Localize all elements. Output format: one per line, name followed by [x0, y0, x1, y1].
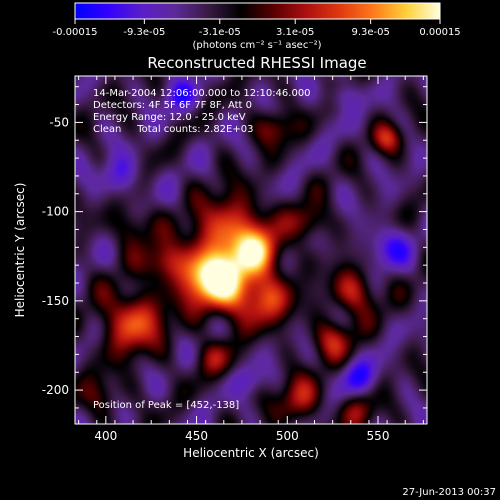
colorbar-tick-label: 3.1e-05: [276, 27, 314, 38]
colorbar-tick-label: 0.00015: [419, 27, 460, 38]
colorbar-tick-label: -3.1e-05: [199, 27, 241, 38]
x-tick-label: 400: [94, 429, 117, 443]
axis-ticks: 400 450 500 550 -50 -100 -150 -200: [42, 76, 427, 443]
annotation-clean: Clean Total counts: 2.82E+03: [93, 124, 253, 135]
y-tick-label: -100: [42, 205, 69, 219]
y-axis-label: Heliocentric Y (arcsec): [13, 183, 27, 318]
plot-frame: [74, 75, 428, 425]
colorbar-tick-label: -0.00015: [53, 27, 98, 38]
chart-title: Reconstructed RHESSI Image: [147, 54, 366, 72]
annotation-detectors: Detectors: 4F 5F 6F 7F 8F, Att 0: [93, 100, 252, 111]
x-tick-label: 550: [367, 429, 390, 443]
annotation-energy: Energy Range: 12.0 - 25.0 keV: [93, 112, 246, 123]
annotation-time: 14-Mar-2004 12:06:00.000 to 12:10:46.000: [93, 88, 311, 99]
colorbar-tick-label: 9.3e-05: [351, 27, 389, 38]
x-axis-label: Heliocentric X (arcsec): [183, 446, 319, 460]
colorbar: [74, 2, 441, 20]
y-tick-label: -150: [42, 294, 69, 308]
colorbar-tick-label: -9.3e-05: [123, 27, 165, 38]
heatmap-image: [75, 76, 427, 424]
x-tick-label: 500: [276, 429, 299, 443]
x-tick-label: 450: [185, 429, 208, 443]
annotation-block: 14-Mar-2004 12:06:00.000 to 12:10:46.000…: [93, 88, 311, 135]
plot-area: 400 450 500 550 -50 -100 -150 -200: [42, 75, 428, 443]
peak-position-label: Position of Peak = [452,-138]: [93, 400, 239, 411]
timestamp: 27-Jun-2013 00:37: [402, 487, 496, 498]
colorbar-label: (photons cm⁻² s⁻¹ asec⁻²): [192, 40, 321, 51]
y-tick-label: -200: [42, 383, 69, 397]
y-tick-label: -50: [49, 115, 69, 129]
colorbar-ticks: -0.00015 -9.3e-05 -3.1e-05 3.1e-05 9.3e-05 0.…: [53, 19, 461, 38]
